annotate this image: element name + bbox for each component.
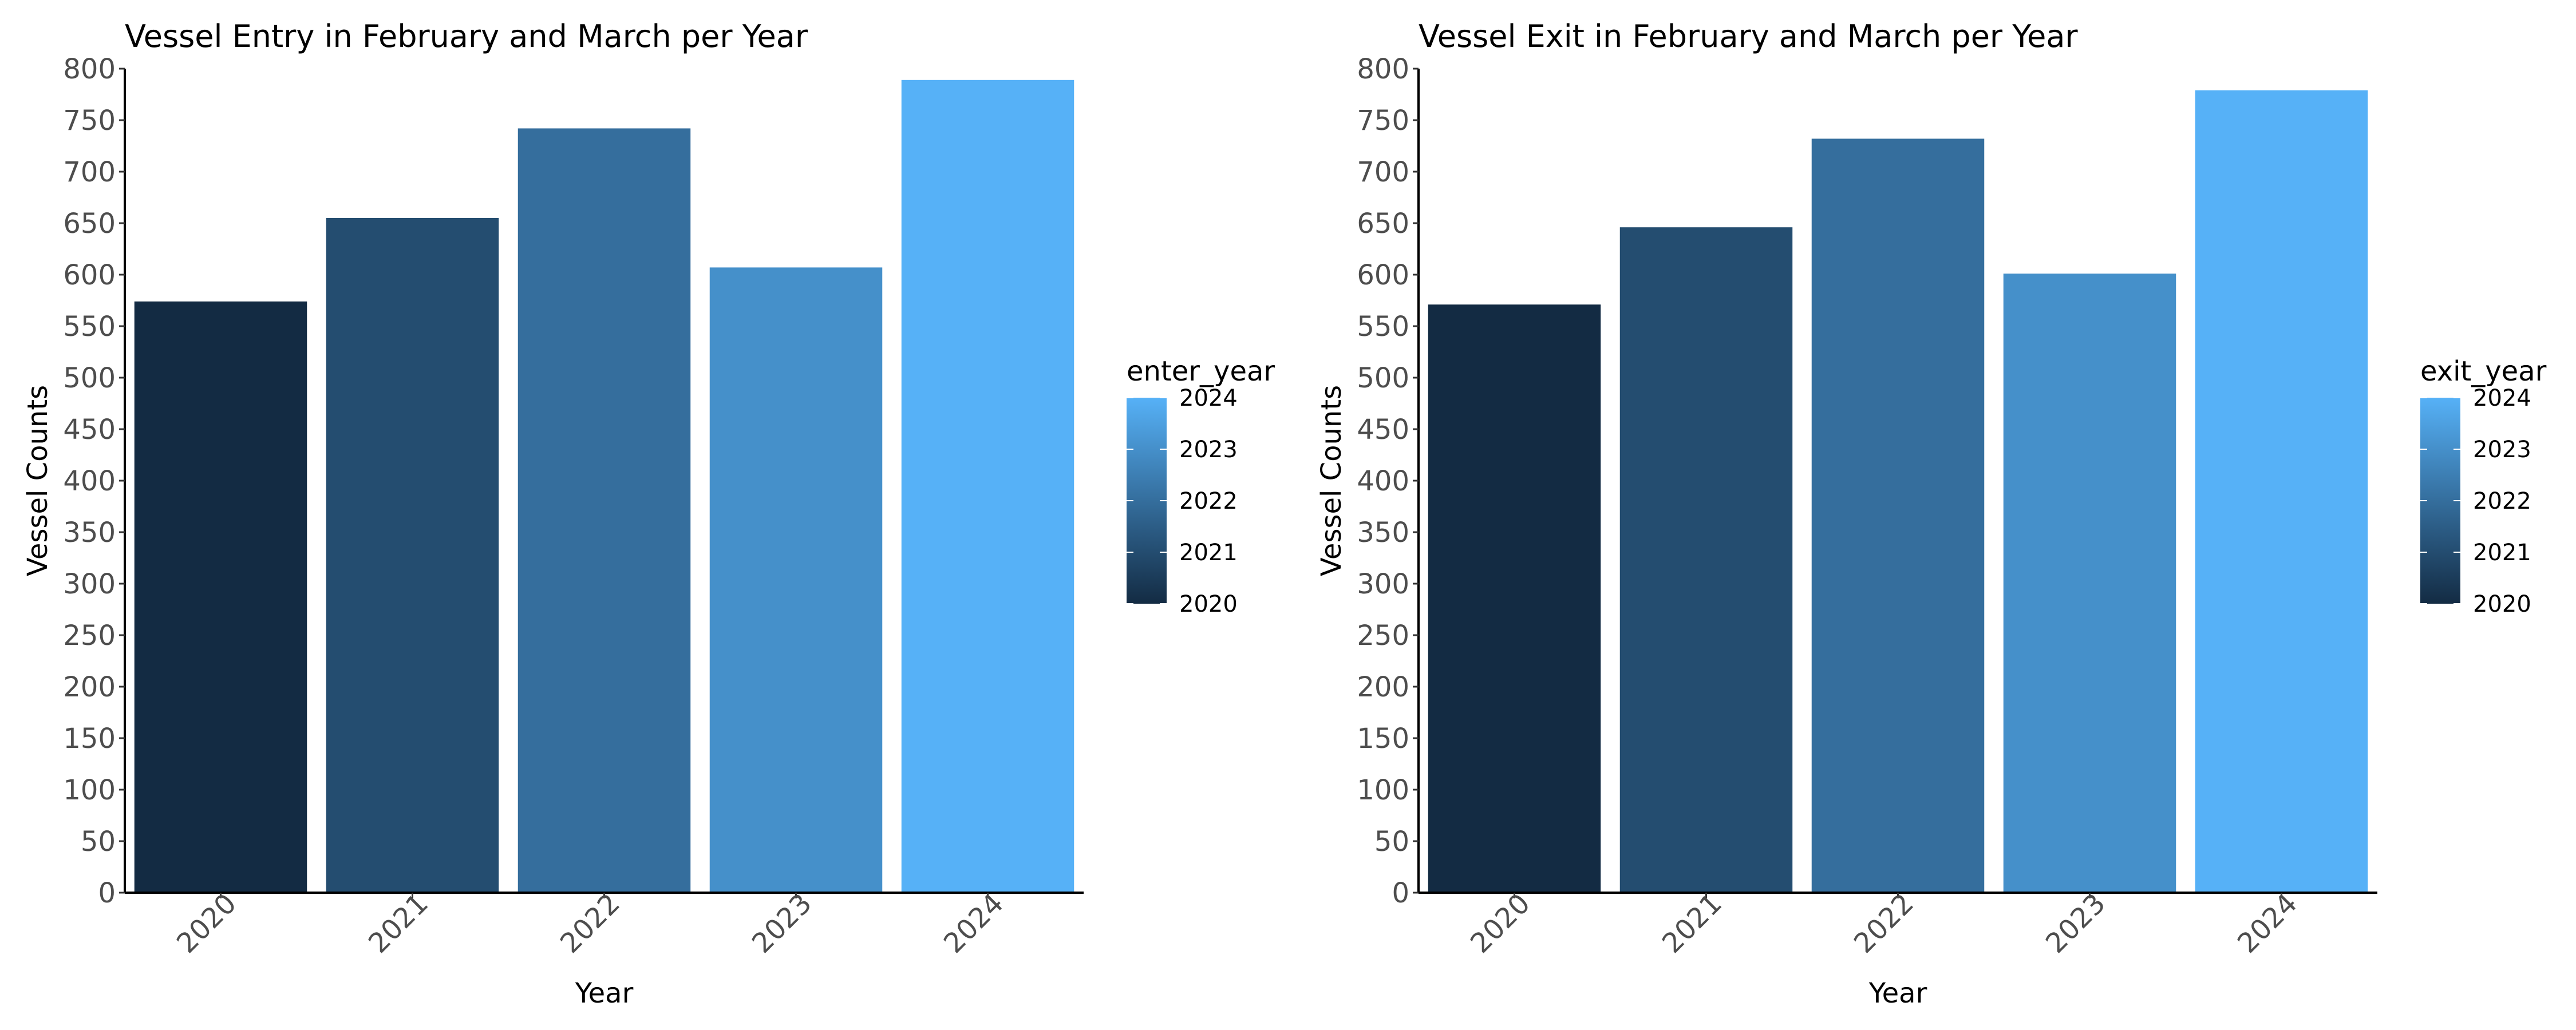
y-tick-label: 750 — [1357, 105, 1409, 137]
y-tick-label: 350 — [63, 517, 116, 549]
chart-panel-2: Vessel Exit in February and March per Ye… — [1315, 18, 2547, 1009]
x-tick-label: 2024 — [938, 888, 1010, 960]
legend-label: 2023 — [1179, 437, 1238, 463]
y-tick-label: 300 — [1357, 568, 1409, 600]
x-tick-label: 2020 — [1464, 888, 1536, 960]
y-tick-label: 0 — [1392, 877, 1409, 909]
legend-label: 2024 — [1179, 385, 1238, 411]
x-tick-label: 2020 — [171, 888, 243, 960]
x-tick-label: 2021 — [362, 888, 434, 960]
bar-2022 — [1811, 138, 1985, 893]
y-tick-label: 600 — [1357, 259, 1409, 291]
y-axis-title: Vessel Counts — [22, 385, 54, 576]
bar-2023 — [2003, 274, 2176, 893]
legend-title: enter_year — [1127, 355, 1275, 387]
x-tick-label: 2023 — [746, 888, 818, 960]
legend-label: 2021 — [1179, 540, 1238, 566]
x-tick-label: 2022 — [554, 888, 626, 960]
legend-label: 2021 — [2473, 540, 2531, 566]
bar-2024 — [901, 80, 1074, 893]
y-tick-label: 350 — [1357, 517, 1409, 549]
y-tick-label: 700 — [1357, 156, 1409, 188]
y-tick-label: 250 — [63, 620, 116, 652]
y-axis-title: Vessel Counts — [1315, 385, 1348, 576]
legend-title: exit_year — [2420, 355, 2547, 387]
chart-title: Vessel Entry in February and March per Y… — [125, 18, 808, 54]
y-tick-label: 0 — [98, 877, 116, 909]
bar-2022 — [517, 128, 691, 893]
y-tick-label: 550 — [1357, 311, 1409, 343]
y-tick-label: 100 — [1357, 774, 1409, 806]
chart-panel-1: Vessel Entry in February and March per Y… — [22, 18, 1275, 1009]
y-tick-label: 700 — [63, 156, 116, 188]
bar-2021 — [326, 218, 499, 893]
y-tick-label: 250 — [1357, 620, 1409, 652]
chart-title: Vessel Exit in February and March per Ye… — [1419, 18, 2078, 54]
bar-2020 — [134, 301, 307, 893]
y-tick-label: 150 — [63, 723, 116, 755]
y-tick-label: 400 — [1357, 465, 1409, 497]
bar-2024 — [2195, 90, 2368, 893]
y-tick-label: 150 — [1357, 723, 1409, 755]
y-tick-label: 750 — [63, 105, 116, 137]
legend-label: 2020 — [1179, 591, 1238, 617]
y-tick-label: 800 — [63, 53, 116, 85]
y-tick-label: 50 — [1374, 826, 1409, 858]
y-tick-label: 550 — [63, 311, 116, 343]
x-tick-label: 2022 — [1848, 888, 1920, 960]
legend-label: 2020 — [2473, 591, 2531, 617]
y-tick-label: 200 — [1357, 671, 1409, 703]
x-axis-title: Year — [1868, 977, 1927, 1009]
y-tick-label: 50 — [81, 826, 116, 858]
y-tick-label: 650 — [63, 208, 116, 240]
legend-label: 2024 — [2473, 385, 2531, 411]
y-tick-label: 100 — [63, 774, 116, 806]
y-tick-label: 300 — [63, 568, 116, 600]
y-tick-label: 450 — [63, 414, 116, 446]
y-tick-label: 800 — [1357, 53, 1409, 85]
x-tick-label: 2024 — [2231, 888, 2304, 960]
bar-2021 — [1619, 227, 1793, 893]
y-tick-label: 400 — [63, 465, 116, 497]
x-axis-title: Year — [575, 977, 634, 1009]
bar-2020 — [1428, 304, 1601, 893]
legend-label: 2023 — [2473, 437, 2531, 463]
y-tick-label: 200 — [63, 671, 116, 703]
bar-2023 — [709, 267, 883, 893]
x-tick-label: 2021 — [1656, 888, 1728, 960]
x-tick-label: 2023 — [2040, 888, 2112, 960]
y-tick-label: 450 — [1357, 414, 1409, 446]
legend-label: 2022 — [1179, 488, 1238, 514]
y-tick-label: 600 — [63, 259, 116, 291]
y-tick-label: 500 — [63, 362, 116, 394]
legend-label: 2022 — [2473, 488, 2531, 514]
y-tick-label: 500 — [1357, 362, 1409, 394]
y-tick-label: 650 — [1357, 208, 1409, 240]
